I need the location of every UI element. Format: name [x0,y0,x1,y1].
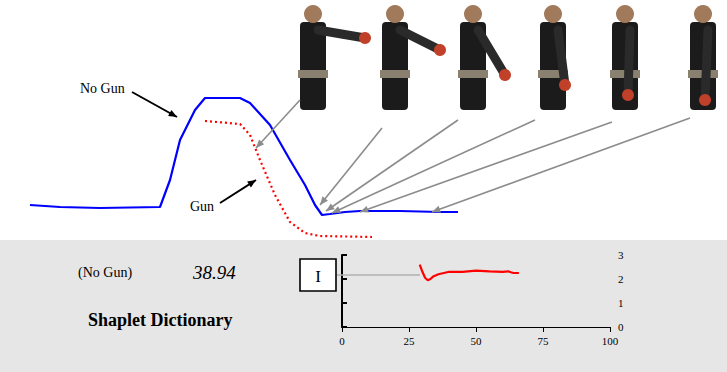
svg-text:50: 50 [471,335,483,347]
svg-text:2: 2 [618,273,624,285]
svg-text:Gun: Gun [190,199,214,214]
svg-text:0: 0 [339,335,345,347]
svg-text:25: 25 [404,335,416,347]
svg-text:Shaplet Dictionary: Shaplet Dictionary [88,310,233,330]
svg-text:3: 3 [618,249,624,261]
svg-text:75: 75 [538,335,550,347]
svg-text:No Gun: No Gun [80,81,125,96]
svg-text:100: 100 [602,335,619,347]
svg-text:1: 1 [618,297,624,309]
svg-text:38.94: 38.94 [192,262,236,283]
svg-text:(No Gun): (No Gun) [78,265,132,281]
svg-text:I: I [315,267,321,286]
svg-text:0: 0 [618,321,624,333]
